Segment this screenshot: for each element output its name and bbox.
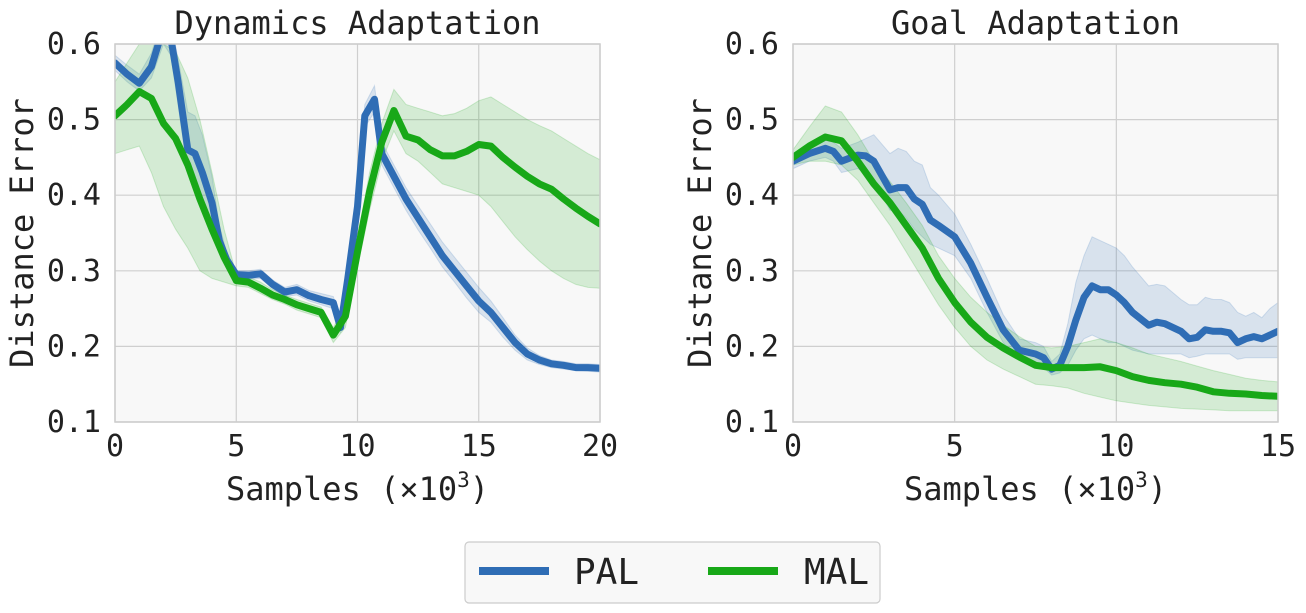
dynamics-adaptation-x-tick-label: 5 <box>227 429 245 464</box>
dynamics-adaptation-x-tick-label: 0 <box>106 429 124 464</box>
dynamics-adaptation-x-tick-label: 20 <box>582 429 618 464</box>
legend-mal-label: MAL <box>804 552 869 593</box>
goal-adaptation-frame <box>792 43 1279 423</box>
goal-adaptation-y-tick-label: 0.2 <box>725 329 779 364</box>
dynamics-adaptation-panel: 0 5 10 15 20 0.1 0.2 0.3 0.4 0.5 0.6 Dynamics Adapt… <box>3 4 618 508</box>
dynamics-adaptation-y-tick-label: 0.5 <box>47 103 101 138</box>
dynamics-adaptation-pal-line <box>115 44 600 372</box>
dynamics-adaptation-y-axis-label: Distance Error <box>3 98 41 368</box>
goal-adaptation-y-tick-label: 0.1 <box>725 405 779 440</box>
dynamics-adaptation-y-tick-label: 0.1 <box>47 405 101 440</box>
legend-pal-label: PAL <box>574 552 639 593</box>
dynamics-adaptation-frame <box>114 43 601 423</box>
goal-adaptation-x-tick-label: 5 <box>946 429 964 464</box>
dynamics-adaptation-x-tick-label: 10 <box>339 429 375 464</box>
goal-adaptation-x-axis-label: Samples (×103) <box>904 468 1167 508</box>
dynamics-adaptation-y-tick-label: 0.6 <box>47 27 101 62</box>
goal-adaptation-x-tick-label: 10 <box>1098 429 1134 464</box>
goal-adaptation-pal-line <box>793 144 1278 373</box>
dynamics-adaptation-y-tick-label: 0.2 <box>47 329 101 364</box>
goal-adaptation-y-axis-label: Distance Error <box>681 98 719 368</box>
dynamics-adaptation-x-tick-label: 15 <box>461 429 497 464</box>
goal-adaptation-y-tick-label: 0.4 <box>725 178 779 213</box>
dynamics-adaptation-mal-line <box>115 88 600 339</box>
legend: PAL MAL <box>464 541 881 604</box>
goal-adaptation-y-tick-label: 0.3 <box>725 254 779 289</box>
dynamics-adaptation-y-tick-label: 0.4 <box>47 178 101 213</box>
goal-adaptation-plot-area <box>793 44 1278 422</box>
goal-adaptation-series-group <box>793 105 1278 412</box>
legend-box <box>464 541 881 604</box>
goal-adaptation-y-tick-label: 0.6 <box>725 27 779 62</box>
goal-adaptation-panel: 0 5 10 15 0.1 0.2 0.3 0.4 0.5 0.6 Goal Adaptation S… <box>681 4 1296 508</box>
dynamics-adaptation-y-tick-label: 0.3 <box>47 254 101 289</box>
goal-adaptation-mal-line <box>793 133 1278 400</box>
goal-adaptation-title: Goal Adaptation <box>891 4 1180 42</box>
dynamics-adaptation-title: Dynamics Adaptation <box>174 4 540 42</box>
goal-adaptation-y-tick-label: 0.5 <box>725 103 779 138</box>
goal-adaptation-x-tick-label: 15 <box>1260 429 1296 464</box>
dynamics-adaptation-x-axis-label: Samples (×103) <box>226 468 489 508</box>
goal-adaptation-x-tick-label: 0 <box>784 429 802 464</box>
dynamics-adaptation-series-group <box>115 44 600 373</box>
goal-adaptation-mal-band <box>793 105 1278 412</box>
